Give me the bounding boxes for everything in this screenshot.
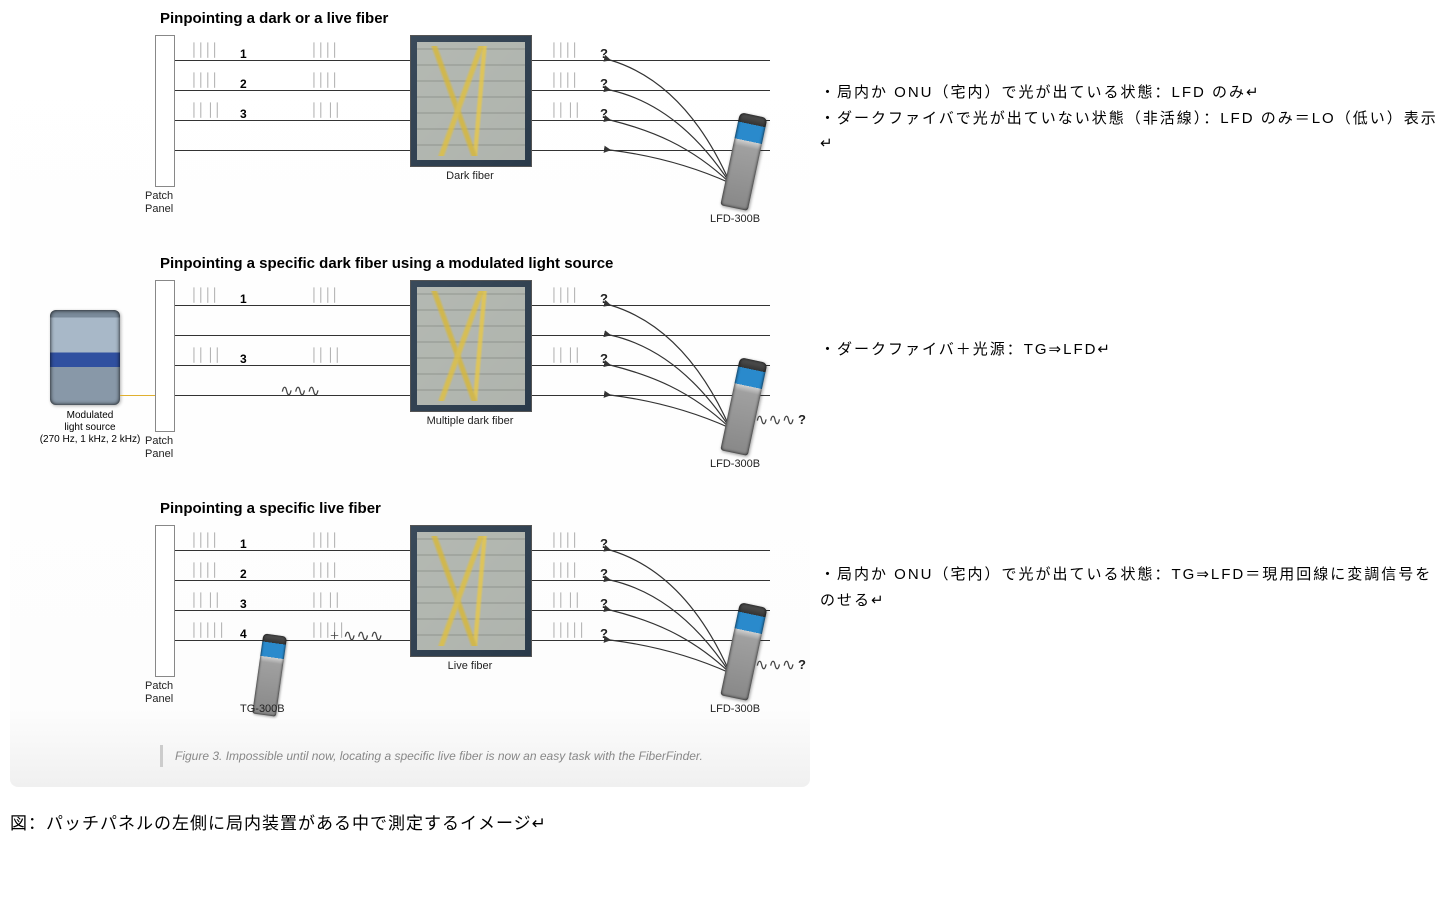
row-number: 2 [240, 567, 247, 581]
signal-glyph: ⏐⏐⏐⏐ [550, 74, 578, 90]
diagram-section: Pinpointing a dark or a live fiber PatchP… [10, 10, 810, 225]
row-number: 3 [240, 107, 247, 121]
signal-glyph: ⏐⏐⏐⏐ [310, 564, 338, 580]
question-mark: ? [600, 536, 608, 551]
annotation-note: ・局内か ONU（宅内）で光が出ている状態：LFD のみ↵・ダークファイバで光が… [820, 80, 1441, 157]
diagram-column: Pinpointing a dark or a live fiber PatchP… [10, 10, 810, 787]
question-mark: ? [600, 46, 608, 61]
signal-glyph: ⏐⏐ ⏐⏐ [550, 349, 580, 365]
signal-glyph: ⏐⏐⏐⏐ [310, 289, 338, 305]
signal-glyph: ⏐⏐⏐⏐⏐ [550, 624, 585, 640]
wave-glyph: ∿∿∿ [280, 381, 320, 401]
lfd-device-icon [720, 112, 767, 211]
signal-glyph: ⏐⏐ ⏐⏐ [190, 349, 220, 365]
section-title: Pinpointing a specific live fiber [10, 500, 810, 517]
fiber-bundle-image [410, 35, 532, 167]
signal-glyph: ⏐⏐ ⏐⏐ [190, 104, 220, 120]
light-source-label: Modulatedlight source(270 Hz, 1 kHz, 2 k… [30, 410, 150, 446]
row-number: 1 [240, 292, 247, 306]
diagram-section: Pinpointing a specific dark fiber using … [10, 255, 810, 470]
signal-glyph: ⏐⏐⏐⏐ [190, 534, 218, 550]
question-mark: ? [798, 657, 806, 672]
diagram-body: PatchPanel 1 ⏐⏐⏐⏐ ⏐⏐⏐⏐ ⏐⏐⏐⏐? 2 ⏐⏐⏐⏐ ⏐⏐⏐⏐ ⏐⏐⏐⏐? 3 ⏐… [10, 35, 810, 225]
signal-glyph: ⏐⏐⏐⏐ [310, 534, 338, 550]
patch-panel-label: PatchPanel [145, 680, 173, 706]
signal-glyph: ⏐⏐⏐⏐ [550, 534, 578, 550]
signal-glyph: ⏐⏐ ⏐⏐ [310, 104, 340, 120]
figure-caption: Figure 3. Impossible until now, locating… [160, 745, 810, 767]
fiber-bundle-image [410, 280, 532, 412]
section-title: Pinpointing a specific dark fiber using … [10, 255, 810, 272]
signal-glyph: ⏐⏐ ⏐⏐ [310, 349, 340, 365]
notes-column: ・局内か ONU（宅内）で光が出ている状態：LFD のみ↵・ダークファイバで光が… [810, 10, 1441, 673]
signal-glyph: ⏐⏐ ⏐⏐ [190, 594, 220, 610]
diagram-section: Pinpointing a specific live fiber PatchPa… [10, 500, 810, 715]
plus-wave-glyph: + ∿∿∿ [330, 626, 383, 646]
wave-glyph: ∿∿∿ [755, 655, 795, 675]
signal-glyph: ⏐⏐⏐⏐ [190, 564, 218, 580]
diagram-body: PatchPanel 1 ⏐⏐⏐⏐ ⏐⏐⏐⏐ ⏐⏐⏐⏐? 2 ⏐⏐⏐⏐ ⏐⏐⏐⏐ ⏐⏐⏐⏐? 3 ⏐… [10, 525, 810, 715]
section-title: Pinpointing a dark or a live fiber [10, 10, 810, 27]
signal-glyph: ⏐⏐ ⏐⏐ [550, 594, 580, 610]
signal-glyph: ⏐⏐⏐⏐ [550, 289, 578, 305]
row-number: 3 [240, 597, 247, 611]
signal-glyph: ⏐⏐⏐⏐ [190, 74, 218, 90]
patch-panel [155, 35, 175, 187]
question-mark: ? [600, 291, 608, 306]
lfd-device-label: LFD-300B [710, 703, 760, 715]
question-mark: ? [600, 106, 608, 121]
center-label: Multiple dark fiber [410, 415, 530, 427]
lfd-device-label: LFD-300B [710, 458, 760, 470]
annotation-note: ・局内か ONU（宅内）で光が出ている状態：TG⇒LFD＝現用回線に変調信号をの… [820, 562, 1441, 613]
lfd-device-icon [720, 357, 767, 456]
patch-panel-label: PatchPanel [145, 190, 173, 216]
signal-glyph: ⏐⏐⏐⏐ [550, 44, 578, 60]
lfd-device-icon [720, 602, 767, 701]
center-label: Dark fiber [410, 170, 530, 182]
question-mark: ? [600, 566, 608, 581]
question-mark: ? [600, 596, 608, 611]
light-source-icon [50, 310, 120, 405]
row-number: 3 [240, 352, 247, 366]
tg-device-label: TG-300B [240, 703, 285, 715]
row-number: 2 [240, 77, 247, 91]
row-number: 4 [240, 627, 247, 641]
annotation-note: ・ダークファイバ＋光源：TG⇒LFD↵ [820, 337, 1441, 363]
signal-glyph: ⏐⏐⏐⏐ [310, 44, 338, 60]
lfd-device-label: LFD-300B [710, 213, 760, 225]
diagram-body: PatchPanel1⏐⏐⏐⏐⏐⏐⏐⏐⏐⏐⏐⏐?3⏐⏐ ⏐⏐⏐⏐ ⏐⏐⏐⏐ ⏐⏐… [10, 280, 810, 470]
question-mark: ? [600, 76, 608, 91]
row-number: 1 [240, 47, 247, 61]
source-connector-line [120, 395, 155, 396]
main-layout: Pinpointing a dark or a live fiber PatchP… [10, 10, 1441, 787]
patch-panel [155, 525, 175, 677]
signal-glyph: ⏐⏐⏐⏐ [310, 74, 338, 90]
wave-glyph: ∿∿∿ [755, 410, 795, 430]
signal-glyph: ⏐⏐⏐⏐⏐ [190, 624, 225, 640]
bottom-caption: 図：パッチパネルの左側に局内装置がある中で測定するイメージ↵ [10, 809, 1441, 834]
row-number: 1 [240, 537, 247, 551]
question-mark: ? [600, 626, 608, 641]
signal-glyph: ⏐⏐⏐⏐ [190, 289, 218, 305]
center-label: Live fiber [410, 660, 530, 672]
signal-glyph: ⏐⏐⏐⏐ [190, 44, 218, 60]
question-mark: ? [600, 351, 608, 366]
patch-panel [155, 280, 175, 432]
signal-glyph: ⏐⏐ ⏐⏐ [550, 104, 580, 120]
signal-glyph: ⏐⏐⏐⏐ [550, 564, 578, 580]
signal-glyph: ⏐⏐ ⏐⏐ [310, 594, 340, 610]
fiber-bundle-image [410, 525, 532, 657]
question-mark: ? [798, 412, 806, 427]
